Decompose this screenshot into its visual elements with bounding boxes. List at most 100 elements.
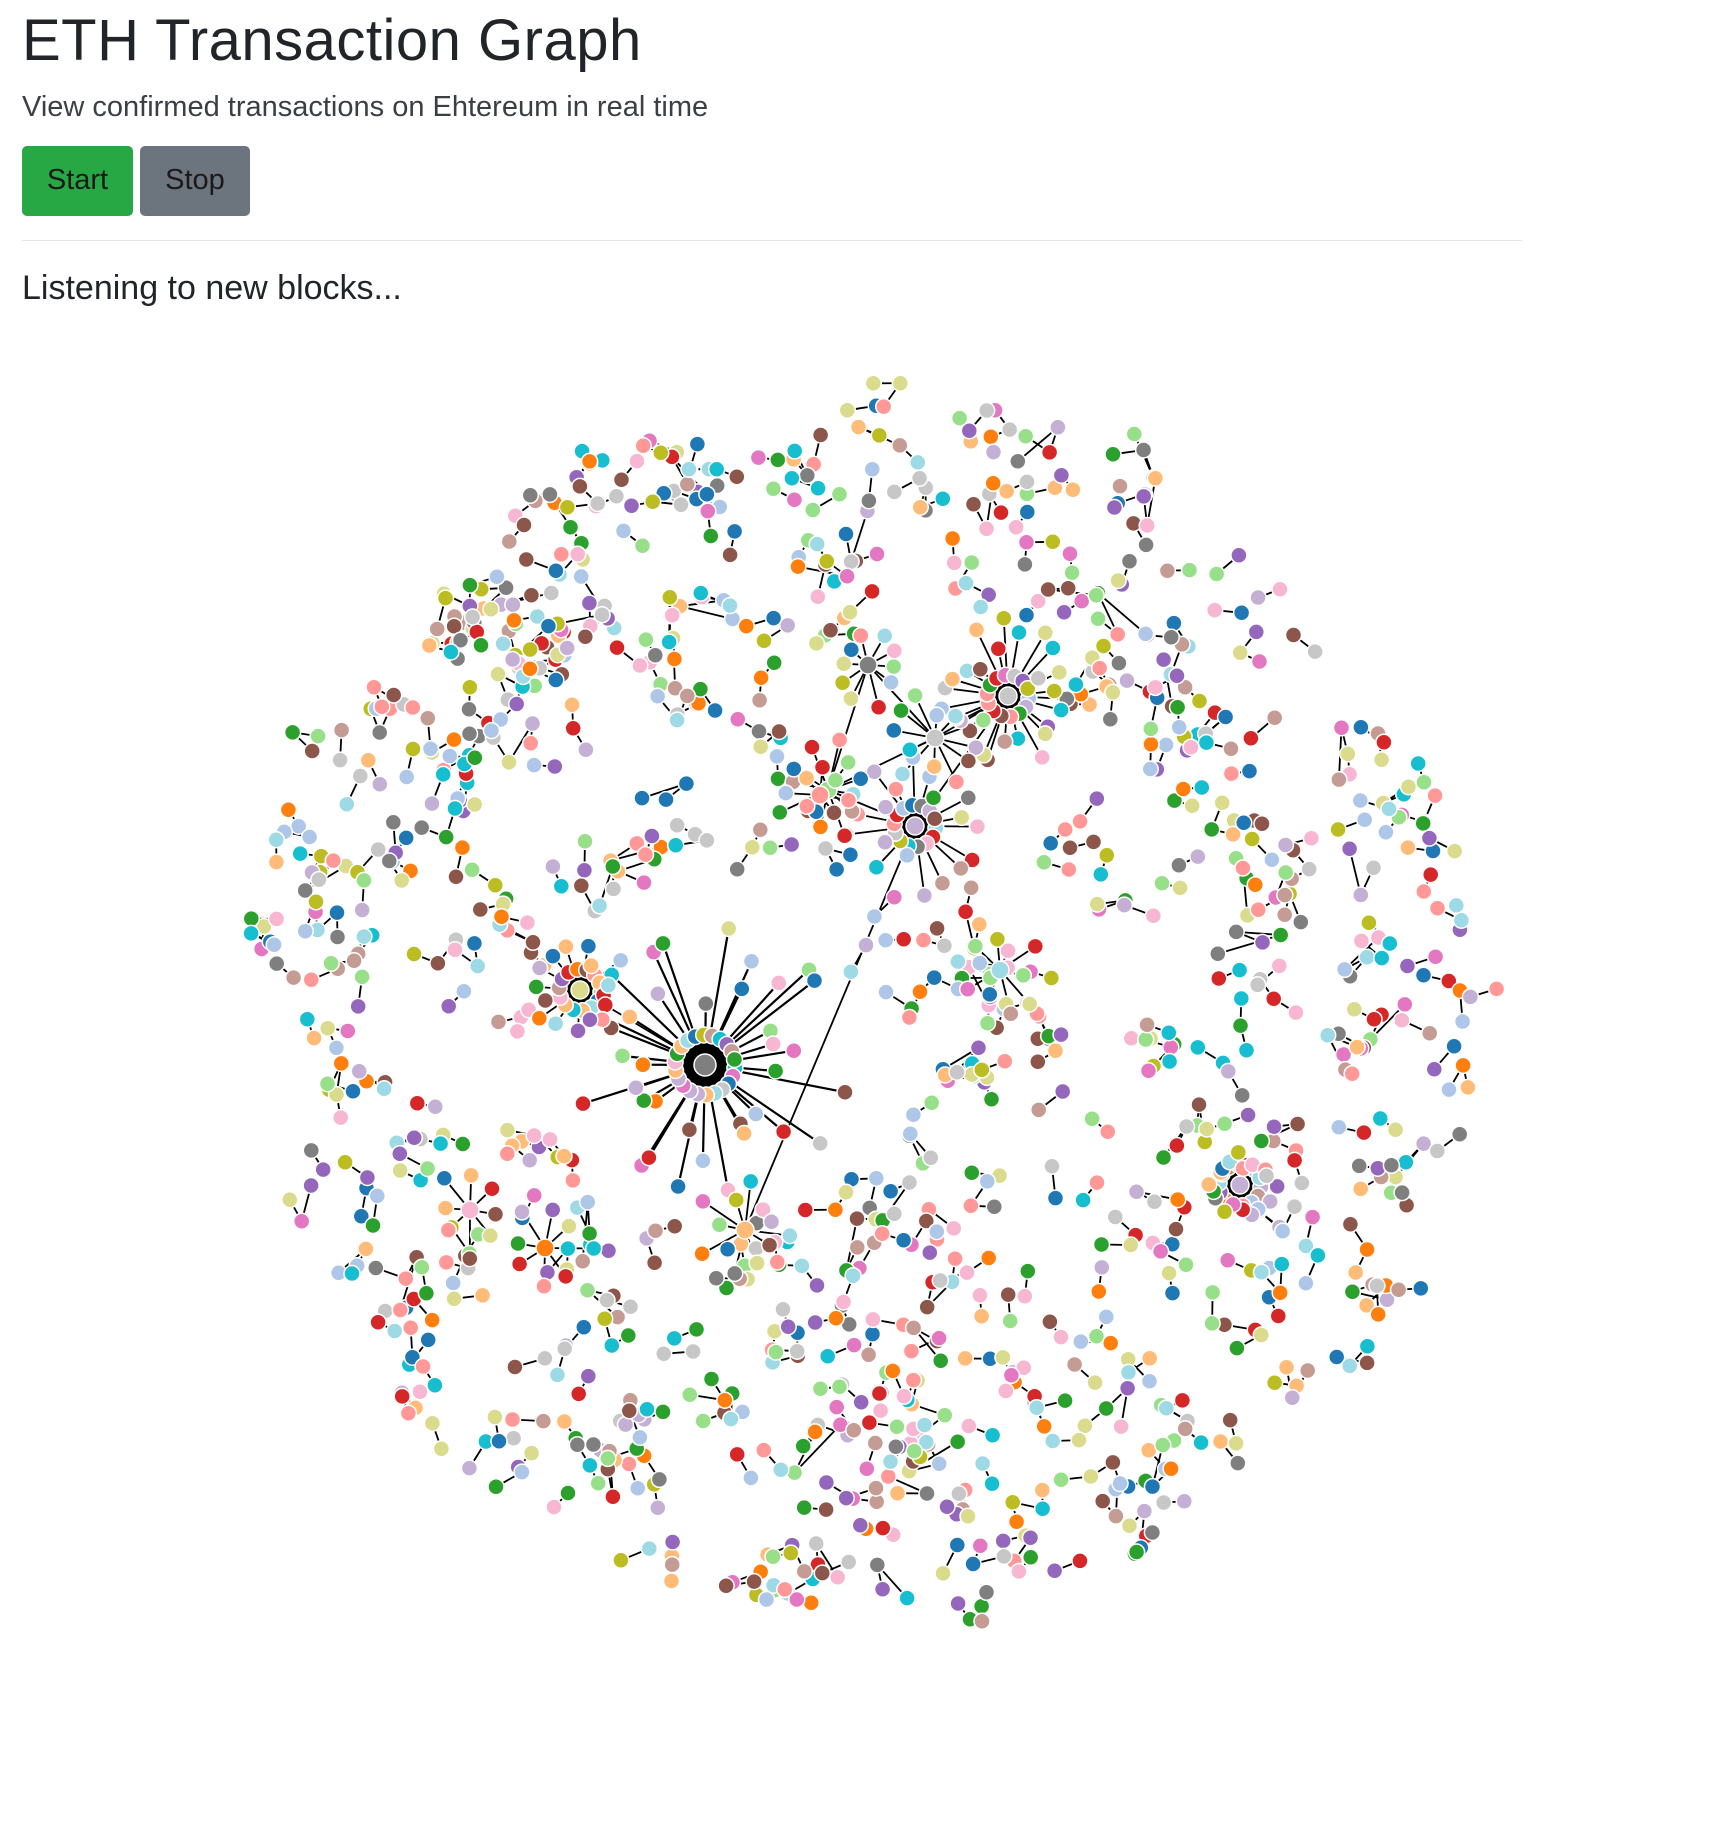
address-node[interactable] — [663, 606, 681, 624]
address-node[interactable] — [391, 1301, 410, 1319]
address-node[interactable] — [1414, 966, 1433, 985]
address-node[interactable] — [684, 1342, 702, 1361]
address-node[interactable] — [419, 709, 437, 728]
address-node[interactable] — [522, 586, 541, 604]
address-node[interactable] — [733, 980, 751, 998]
address-node[interactable] — [904, 1319, 923, 1337]
address-node[interactable] — [1168, 1136, 1186, 1155]
address-node[interactable] — [973, 1061, 991, 1079]
address-node[interactable] — [1234, 813, 1253, 832]
address-node[interactable] — [1162, 1460, 1180, 1478]
address-node[interactable] — [876, 833, 894, 852]
address-node[interactable] — [995, 732, 1014, 751]
address-node[interactable] — [1168, 1190, 1187, 1209]
address-node[interactable] — [620, 1402, 639, 1420]
address-node[interactable] — [1283, 1389, 1302, 1407]
address-node[interactable] — [779, 1318, 797, 1336]
address-node[interactable] — [1138, 516, 1156, 535]
address-node[interactable] — [1007, 1513, 1026, 1531]
address-node[interactable] — [401, 1319, 420, 1337]
address-node[interactable] — [1087, 1327, 1106, 1346]
address-node[interactable] — [950, 1485, 968, 1503]
address-node[interactable] — [922, 1149, 940, 1167]
address-node[interactable] — [558, 498, 577, 517]
address-node[interactable] — [788, 1590, 806, 1609]
address-node[interactable] — [572, 567, 590, 586]
address-node[interactable] — [764, 609, 783, 627]
address-node[interactable] — [490, 1432, 508, 1450]
address-node[interactable] — [599, 976, 618, 995]
address-node[interactable] — [990, 960, 1010, 980]
address-node[interactable] — [460, 725, 479, 743]
address-node[interactable] — [1027, 1399, 1046, 1417]
address-node[interactable] — [996, 1052, 1014, 1070]
address-node[interactable] — [925, 757, 943, 776]
address-node[interactable] — [1092, 1235, 1111, 1254]
address-node[interactable] — [1059, 579, 1077, 597]
address-node[interactable] — [510, 1255, 529, 1273]
address-node[interactable] — [1099, 1123, 1117, 1141]
address-node[interactable] — [1348, 1038, 1366, 1056]
address-node[interactable] — [436, 1199, 455, 1217]
address-node[interactable] — [827, 1398, 846, 1416]
address-node[interactable] — [445, 730, 463, 749]
address-node[interactable] — [1227, 1434, 1245, 1453]
address-node[interactable] — [1180, 561, 1199, 579]
address-node[interactable] — [506, 1358, 524, 1376]
address-node[interactable] — [1141, 760, 1159, 778]
address-node[interactable] — [604, 1488, 622, 1506]
address-node[interactable] — [652, 444, 670, 462]
address-node[interactable] — [719, 919, 738, 938]
address-node[interactable] — [716, 1391, 734, 1409]
address-node[interactable] — [811, 818, 830, 836]
address-node[interactable] — [576, 832, 594, 851]
address-node[interactable] — [945, 554, 963, 572]
address-node[interactable] — [1108, 625, 1127, 644]
address-node[interactable] — [666, 679, 684, 697]
address-node[interactable] — [999, 1285, 1017, 1304]
address-node[interactable] — [358, 1168, 377, 1187]
address-node[interactable] — [369, 1313, 387, 1332]
address-node[interactable] — [750, 722, 768, 741]
address-node[interactable] — [638, 1400, 656, 1418]
address-node[interactable] — [338, 795, 356, 814]
address-node[interactable] — [520, 1151, 539, 1170]
address-node[interactable] — [994, 1348, 1012, 1367]
address-node[interactable] — [924, 788, 943, 807]
address-node[interactable] — [332, 721, 351, 739]
address-node[interactable] — [405, 1128, 423, 1147]
address-node[interactable] — [1016, 555, 1034, 574]
address-node[interactable] — [813, 758, 832, 777]
address-node[interactable] — [645, 1253, 664, 1272]
address-node[interactable] — [868, 1556, 887, 1574]
address-node[interactable] — [634, 1055, 652, 1074]
address-node[interactable] — [1368, 1277, 1386, 1295]
address-node[interactable] — [1174, 780, 1193, 798]
address-node[interactable] — [530, 959, 549, 977]
address-node[interactable] — [1143, 1523, 1162, 1542]
address-node[interactable] — [845, 1421, 863, 1439]
address-node[interactable] — [542, 584, 561, 602]
address-node[interactable] — [887, 780, 905, 798]
address-node[interactable] — [1145, 1193, 1164, 1211]
address-node[interactable] — [1197, 733, 1216, 752]
address-node[interactable] — [918, 1298, 936, 1316]
address-node[interactable] — [441, 747, 459, 765]
address-node[interactable] — [1415, 882, 1433, 901]
address-node[interactable] — [921, 1243, 939, 1262]
address-node[interactable] — [541, 485, 559, 504]
address-node[interactable] — [1375, 733, 1393, 751]
address-node[interactable] — [1154, 1148, 1173, 1167]
address-node[interactable] — [918, 1484, 936, 1503]
address-node[interactable] — [842, 552, 860, 571]
address-node[interactable] — [284, 968, 303, 987]
address-node[interactable] — [1393, 1183, 1411, 1202]
address-node[interactable] — [1420, 1024, 1439, 1042]
address-node[interactable] — [735, 1220, 755, 1240]
address-node[interactable] — [1271, 926, 1290, 944]
address-node[interactable] — [769, 769, 787, 788]
address-node[interactable] — [1222, 739, 1240, 758]
address-node[interactable] — [544, 857, 562, 876]
address-node[interactable] — [960, 421, 979, 440]
address-node[interactable] — [835, 827, 854, 845]
